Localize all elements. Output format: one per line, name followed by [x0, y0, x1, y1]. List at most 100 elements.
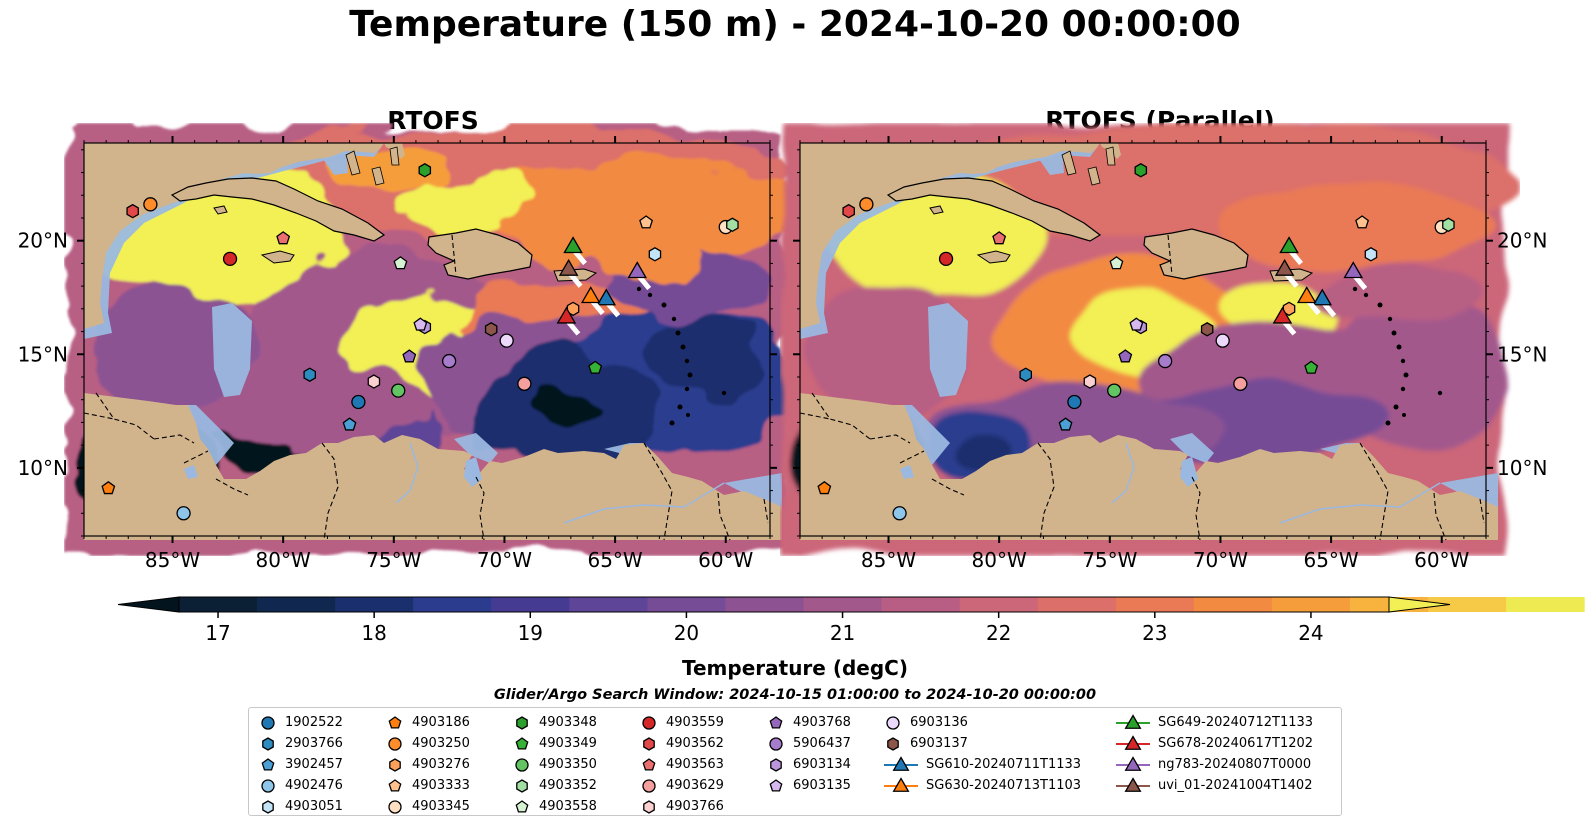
- colorbar-segment: [647, 597, 726, 612]
- legend-item-label: 4903051: [285, 799, 343, 814]
- argo-float-marker: [1355, 215, 1370, 229]
- legend-item: 4903558: [511, 796, 597, 817]
- argo-float-marker: [1129, 317, 1144, 331]
- pentagon-marker-icon: [642, 757, 656, 770]
- legend-item-label: 4902476: [285, 778, 343, 793]
- legend-item-label: 4903348: [539, 715, 597, 730]
- argo-float-marker: [176, 506, 191, 521]
- longitude-tick-label: 85°W: [861, 548, 916, 572]
- argo-float-marker: [1083, 374, 1097, 389]
- triangle-marker-icon: [884, 776, 918, 792]
- legend-item: 2903766: [257, 733, 343, 754]
- legend-item-label: 4903562: [666, 736, 724, 751]
- hexagon-marker-icon: [770, 757, 782, 772]
- circle-marker-icon: [642, 715, 656, 730]
- longitude-labels: 85°W 80°W 75°W 70°W 65°W 60°W 85°W 80°W 75°W 70°W…: [145, 548, 1470, 572]
- legend-item-label: SG678-20240617T1202: [1158, 736, 1314, 751]
- legend-item: 4902476: [257, 775, 343, 796]
- hexagon-marker-icon: [516, 715, 528, 730]
- glider-track: [1353, 274, 1368, 291]
- legend-item: 6903134: [765, 754, 851, 775]
- argo-float-marker: [126, 203, 139, 219]
- glider-track: [606, 302, 621, 318]
- pentagon-marker-icon: [515, 736, 529, 749]
- legend-item-label: 4903629: [666, 778, 724, 793]
- legend-column: SG649-20240712T1133 SG678-20240617T1202 ng…: [1114, 712, 1313, 796]
- argo-float-marker: [992, 231, 1007, 245]
- legend-column: 4903768 5906437 6903134 6903135: [765, 712, 851, 796]
- legend-float-marker: [388, 778, 402, 791]
- glider-track: [566, 320, 581, 336]
- legend-glider-marker: [892, 755, 910, 771]
- legend-float-marker: [643, 736, 655, 751]
- legend-item-label: 4903333: [412, 778, 470, 793]
- colorbar-segment: [1193, 597, 1273, 612]
- legend-float-marker: [261, 778, 275, 793]
- observation-markers: [817, 163, 1455, 521]
- colorbar-segment: [491, 597, 570, 612]
- argo-float-marker: [1067, 394, 1082, 410]
- legend-float-marker: [515, 799, 529, 812]
- glider-marker: [1296, 286, 1317, 304]
- legend-item: 4903250: [384, 733, 470, 754]
- argo-float-marker: [1442, 217, 1455, 233]
- legend-item: 4903562: [638, 733, 724, 754]
- hexagon-marker-icon: [389, 757, 401, 772]
- argo-float-marker: [1058, 417, 1073, 431]
- latitude-tick-label-left: 10°N: [18, 456, 68, 480]
- legend-glider-marker: [1124, 755, 1142, 771]
- glider-marker: [1279, 236, 1299, 254]
- triangle-marker-icon: [1116, 713, 1150, 729]
- argo-float-marker: [101, 480, 116, 495]
- argo-float-marker: [1233, 376, 1248, 391]
- legend-item-label: 6903134: [793, 757, 851, 772]
- legend-float-marker: [261, 757, 275, 770]
- legend-item-label: 3902457: [285, 757, 343, 772]
- colorbar-tick-label: 24: [1298, 621, 1323, 645]
- legend-float-marker: [262, 736, 274, 751]
- legend-item-label: 4903766: [666, 799, 724, 814]
- colorbar-label: Temperature (degC): [682, 656, 908, 680]
- legend-item-label: uvi_01-20241004T1402: [1158, 778, 1313, 793]
- colorbar-segment: [413, 597, 492, 612]
- legend-float-marker: [886, 715, 900, 730]
- argo-float-marker: [1304, 360, 1319, 374]
- argo-float-marker: [1364, 247, 1378, 262]
- circle-marker-icon: [515, 757, 529, 772]
- legend-item-label: 1902522: [285, 715, 343, 730]
- hexagon-marker-icon: [262, 799, 274, 814]
- argo-float-marker: [351, 394, 366, 410]
- legend-item-label: 6903137: [910, 736, 968, 751]
- legend-item: SG678-20240617T1202: [1114, 733, 1313, 754]
- longitude-tick-label: 70°W: [1193, 548, 1248, 572]
- legend-item-label: 6903136: [910, 715, 968, 730]
- glider-track: [637, 274, 652, 291]
- legend-float-marker: [516, 778, 528, 793]
- argo-float-marker: [1215, 333, 1230, 348]
- colorbar-segment: [1428, 597, 1507, 612]
- colorbar-tick-label: 19: [518, 621, 543, 645]
- argo-float-marker: [648, 247, 662, 262]
- glider-track: [1322, 302, 1337, 318]
- legend-float-marker: [887, 736, 899, 751]
- pentagon-marker-icon: [388, 715, 402, 728]
- glider-marker: [1272, 306, 1293, 324]
- longitude-tick-label: 75°W: [366, 548, 421, 572]
- argo-float-marker: [143, 197, 158, 212]
- legend-item: SG649-20240712T1133: [1114, 712, 1313, 733]
- legend-float-marker: [642, 715, 656, 730]
- circle-marker-icon: [388, 799, 402, 814]
- longitude-tick-label: 80°W: [256, 548, 311, 572]
- argo-float-marker: [402, 349, 417, 363]
- argo-float-marker: [276, 231, 291, 245]
- circle-marker-icon: [642, 778, 656, 793]
- colorbar-segment: [257, 597, 336, 612]
- glider-marker: [563, 236, 583, 254]
- legend-item: 4903350: [511, 754, 597, 775]
- colorbar-segment: [569, 597, 648, 612]
- argo-float-marker: [418, 163, 432, 178]
- argo-float-marker: [639, 215, 654, 229]
- legend-column: 4903559 4903562 4903563 4903629 4903766: [638, 712, 724, 817]
- colorbar: 17 18 19 20 21 22 23 24: [117, 596, 1585, 645]
- legend-item-label: 2903766: [285, 736, 343, 751]
